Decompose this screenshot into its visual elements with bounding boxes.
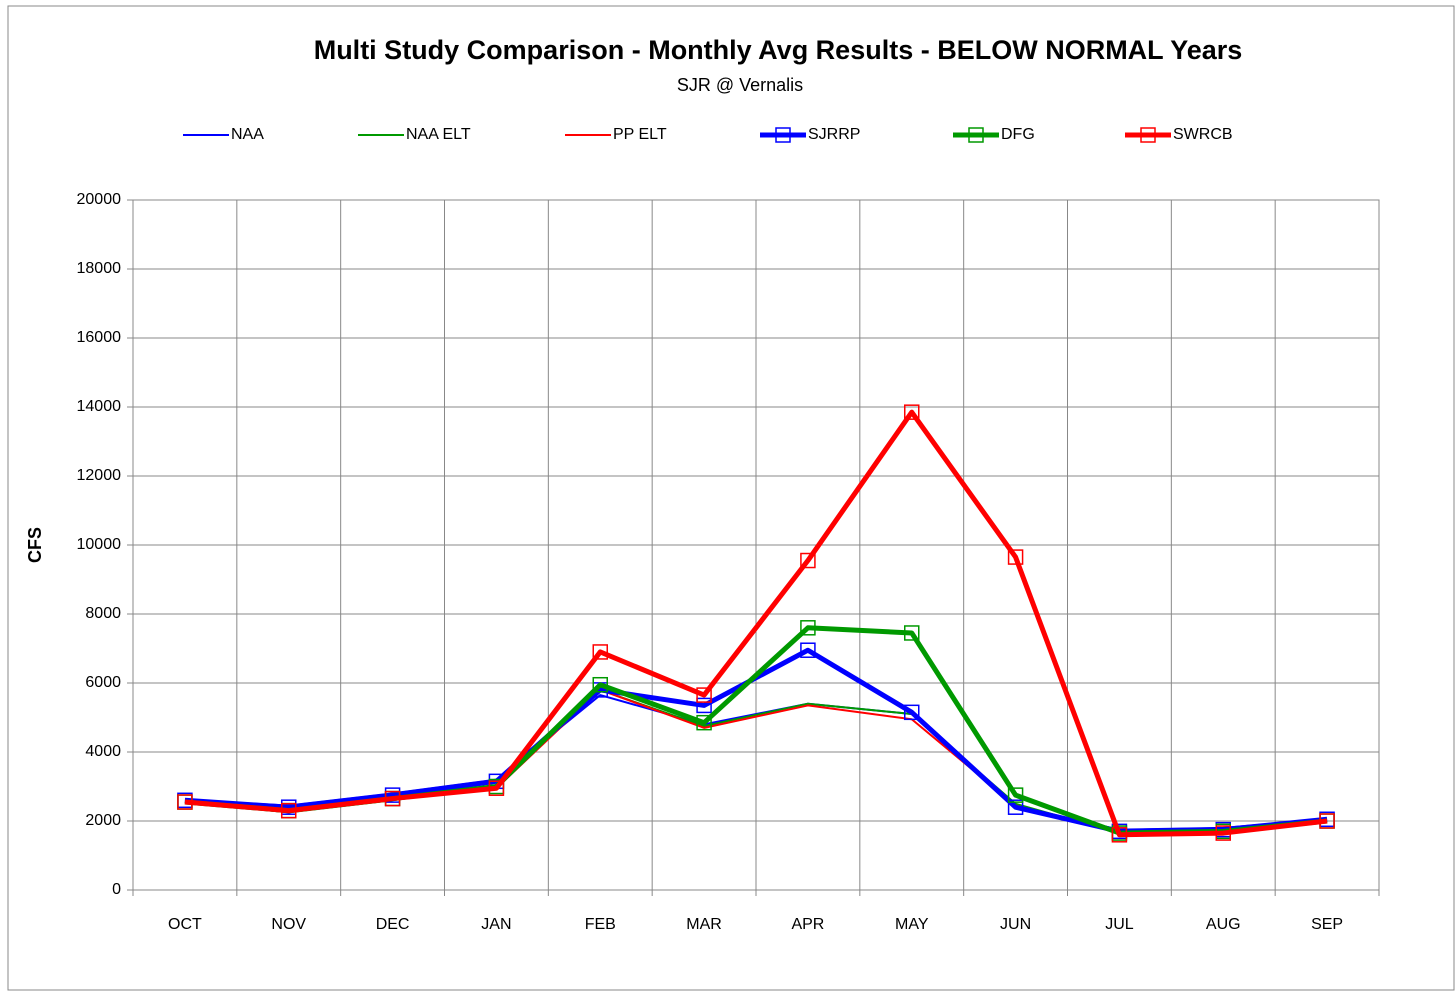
x-tick-label: SEP <box>1311 916 1343 933</box>
y-tick-label: 14000 <box>77 398 122 415</box>
legend-label: DFG <box>1001 126 1035 143</box>
x-tick-label: OCT <box>168 916 202 933</box>
data-point <box>904 704 920 721</box>
y-tick-label: 0 <box>112 881 121 898</box>
x-tick-label: DEC <box>376 916 410 933</box>
y-tick-label: 16000 <box>77 329 122 346</box>
x-tick-label: AUG <box>1206 916 1241 933</box>
x-tick-label: JUN <box>1000 916 1031 933</box>
x-tick-label: NOV <box>271 916 306 933</box>
legend-marker <box>968 127 984 143</box>
data-point <box>904 625 920 641</box>
chart-subtitle: SJR @ Vernalis <box>677 75 803 95</box>
y-tick-label: 10000 <box>77 536 122 553</box>
chart-title: Multi Study Comparison - Monthly Avg Res… <box>314 35 1243 65</box>
data-point <box>1007 787 1024 803</box>
data-point <box>696 697 712 714</box>
legend-marker <box>1140 127 1156 143</box>
x-tick-label: FEB <box>585 916 616 933</box>
legend-marker <box>775 127 791 143</box>
data-point <box>592 676 608 693</box>
y-tick-label: 18000 <box>77 260 122 277</box>
legend-label: NAA ELT <box>406 126 471 143</box>
legend-label: PP ELT <box>613 126 667 143</box>
y-tick-label: 6000 <box>85 674 121 691</box>
data-point <box>488 780 505 796</box>
x-tick-label: MAR <box>686 916 722 933</box>
data-point <box>281 802 297 819</box>
data-point <box>1319 813 1335 829</box>
y-tick-label: 20000 <box>77 191 122 208</box>
series-line <box>184 409 1328 838</box>
data-point <box>904 404 920 420</box>
data-point <box>696 714 712 731</box>
data-point <box>384 790 401 807</box>
x-tick-label: JUL <box>1105 916 1134 933</box>
y-tick-label: 8000 <box>85 605 121 622</box>
y-tick-label: 2000 <box>85 812 121 829</box>
chart-border <box>7 5 1455 991</box>
x-tick-label: JAN <box>481 916 511 933</box>
data-point <box>800 552 816 569</box>
x-tick-label: APR <box>791 916 824 933</box>
data-point <box>1215 825 1231 841</box>
data-point <box>1007 799 1024 815</box>
x-tick-label: MAY <box>895 916 929 933</box>
y-tick-label: 12000 <box>77 467 122 484</box>
data-point <box>177 794 193 810</box>
legend-label: NAA <box>231 126 264 143</box>
data-point <box>1111 827 1128 843</box>
data-point <box>800 620 816 636</box>
legend-label: SWRCB <box>1173 126 1233 143</box>
y-tick-label: 4000 <box>85 743 121 760</box>
legend-label: SJRRP <box>808 126 860 143</box>
data-point <box>696 687 712 703</box>
data-point <box>1007 549 1024 565</box>
data-point <box>800 642 816 658</box>
data-point <box>592 644 608 660</box>
y-axis-label: CFS <box>25 527 45 563</box>
